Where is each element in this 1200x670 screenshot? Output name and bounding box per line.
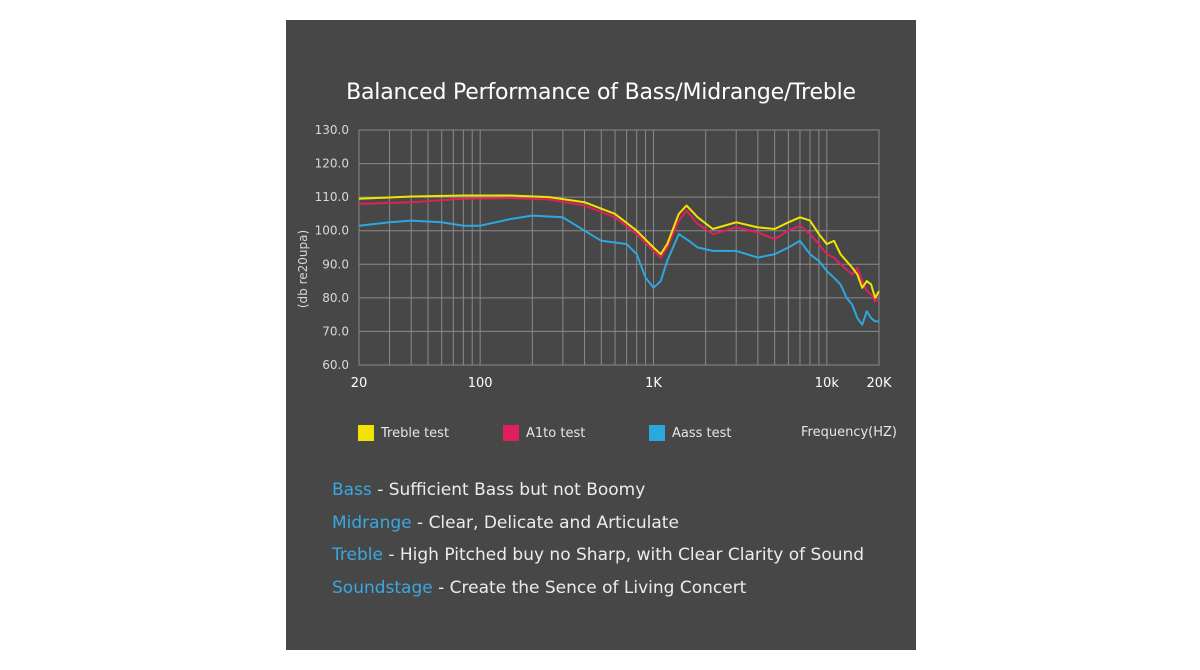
desc-treble-key: Treble <box>332 545 383 565</box>
desc-soundstage-text: - Create the Sence of Living Concert <box>432 578 747 598</box>
x-axis-ticks: 20 100 1K 10k 20K <box>351 376 892 391</box>
x-tick-label: 20K <box>866 376 892 391</box>
chart-title: Balanced Performance of Bass/Midrange/Tr… <box>346 80 856 105</box>
legend-item-aass: Aass test <box>649 423 732 443</box>
y-tick-label: 60.0 <box>322 358 349 372</box>
series-lines <box>358 194 880 326</box>
desc-treble: Treble - High Pitched buy no Sharp, with… <box>332 545 864 565</box>
desc-soundstage: Soundstage - Create the Sence of Living … <box>332 578 746 598</box>
legend-swatch-treble <box>358 425 374 441</box>
x-tick-label: 1K <box>645 376 662 391</box>
legend-item-a1to: A1to test <box>503 423 585 443</box>
y-tick-label: 80.0 <box>322 291 349 305</box>
grid <box>358 129 880 366</box>
x-axis-label: Frequency(HZ) <box>801 425 897 440</box>
y-tick-label: 70.0 <box>322 324 349 338</box>
legend-swatch-aass <box>649 425 665 441</box>
desc-midrange: Midrange - Clear, Delicate and Articulat… <box>332 513 679 533</box>
chart-panel: Balanced Performance of Bass/Midrange/Tr… <box>286 20 916 650</box>
series-line-treble <box>358 194 880 299</box>
desc-treble-text: - High Pitched buy no Sharp, with Clear … <box>382 545 865 565</box>
legend-item-treble: Treble test <box>358 423 449 443</box>
desc-midrange-text: - Clear, Delicate and Articulate <box>411 513 679 533</box>
desc-bass-key: Bass <box>332 480 372 500</box>
desc-bass: Bass - Sufficient Bass but not Boomy <box>332 480 645 500</box>
desc-soundstage-key: Soundstage <box>332 578 433 598</box>
desc-bass-text: - Sufficient Bass but not Boomy <box>371 480 646 500</box>
y-tick-label: 110.0 <box>315 190 349 204</box>
x-tick-label: 10k <box>815 376 840 391</box>
y-tick-label: 120.0 <box>315 157 349 171</box>
y-axis-label: (db re20upa) <box>296 230 310 308</box>
y-tick-label: 130.0 <box>315 123 349 137</box>
legend-swatch-a1to <box>503 425 519 441</box>
series-line-a1to <box>358 197 880 303</box>
legend-label-treble: Treble test <box>381 425 450 441</box>
x-tick-label: 100 <box>468 376 493 391</box>
series-line-aass <box>358 214 879 326</box>
y-tick-label: 90.0 <box>322 257 349 271</box>
legend-label-a1to: A1to test <box>526 425 586 441</box>
x-tick-label: 20 <box>351 376 368 391</box>
legend-label-aass: Aass test <box>672 425 732 441</box>
desc-midrange-key: Midrange <box>332 513 412 533</box>
y-axis-ticks: 130.0 120.0 110.0 100.0 90.0 80.0 70.0 60.0 <box>315 123 349 372</box>
plot-area-border <box>358 129 880 366</box>
y-tick-label: 100.0 <box>315 224 349 238</box>
